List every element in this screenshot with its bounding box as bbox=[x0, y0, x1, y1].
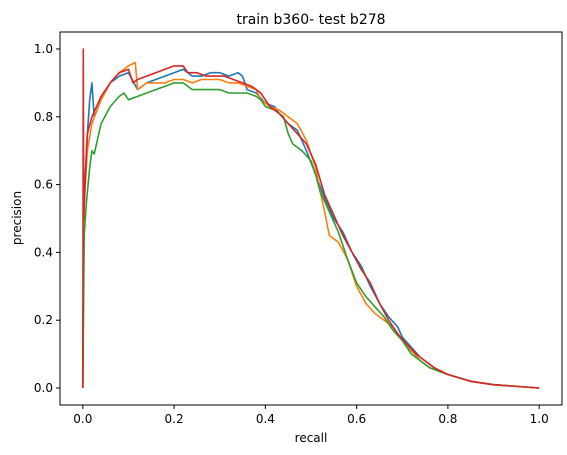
ticks-layer: 0.0 0.2 0.4 0.6 0.8 1.0 0.0 0.2 0.4 0.6 0.8 1.0 bbox=[34, 42, 549, 426]
y-tick-label: 0.6 bbox=[34, 178, 53, 192]
x-axis-label: recall bbox=[295, 431, 328, 445]
y-tick-label: 0.8 bbox=[34, 110, 53, 124]
y-tick-label: 0.2 bbox=[34, 313, 53, 327]
series-line-4 bbox=[82, 48, 540, 389]
y-axis-label: precision bbox=[10, 191, 24, 245]
y-tick-label: 0.4 bbox=[34, 245, 53, 259]
series-line-3 bbox=[82, 82, 540, 389]
x-tick-label: 0.8 bbox=[438, 412, 457, 426]
x-tick-label: 1.0 bbox=[530, 412, 549, 426]
plot-frame bbox=[59, 31, 563, 406]
x-tick-label: 0.6 bbox=[347, 412, 366, 426]
series-layer bbox=[82, 48, 540, 389]
x-tick-label: 0.4 bbox=[256, 412, 275, 426]
x-tick-label: 0.0 bbox=[73, 412, 92, 426]
y-tick-label: 0.0 bbox=[34, 381, 53, 395]
chart-title: train b360- test b278 bbox=[236, 12, 385, 28]
x-tick-label: 0.2 bbox=[165, 412, 184, 426]
y-tick-label: 1.0 bbox=[34, 42, 53, 56]
